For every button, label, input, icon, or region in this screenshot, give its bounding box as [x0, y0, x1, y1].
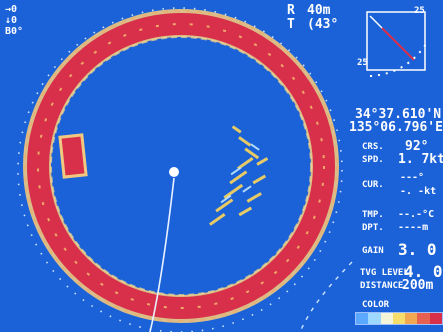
compass-label-top: 25: [414, 6, 425, 16]
color-scale-level-1: [368, 313, 381, 324]
course-label: CRS.: [362, 142, 384, 152]
tilt-compass-icon: [366, 11, 427, 77]
echo-ring-inner-edge: [50, 36, 312, 296]
heading-indicator-line2: ↓0: [5, 15, 18, 26]
speed-label: SPD.: [362, 155, 384, 165]
vessel-track-line: [149, 177, 175, 332]
latitude-readout: 34°37.610'N: [355, 107, 442, 122]
color-scale-level-2: [380, 313, 393, 324]
distance-value: 200m: [402, 278, 434, 293]
depth-value: ----m: [398, 222, 429, 233]
course-value: 92°: [405, 139, 429, 154]
echo-scatter-right-light: [220, 143, 260, 204]
gain-label: GAIN: [362, 246, 384, 256]
echo-ring-texture: [37, 23, 325, 309]
color-label: COLOR: [362, 300, 390, 310]
color-scale-bar: [355, 312, 443, 325]
depth-label: DPT.: [362, 223, 384, 233]
tilt-value: (43°: [307, 17, 339, 32]
color-scale-level-4: [405, 313, 418, 324]
current-label: CUR.: [362, 180, 384, 190]
echo-scatter-right: [209, 125, 269, 226]
tilt-label: T: [287, 17, 295, 32]
color-scale-level-6: [429, 313, 442, 324]
range-value: 40m: [307, 3, 331, 18]
range-label: R: [287, 3, 295, 18]
outer-range-ring: [17, 7, 343, 332]
range-arc-bottom-right: [299, 261, 353, 332]
longitude-readout: 135°06.796'E: [349, 120, 443, 135]
bearing-indicator: B0°: [5, 26, 24, 37]
temperature-value: --.-°C: [398, 209, 435, 220]
temperature-label: TMP.: [362, 210, 384, 220]
speed-value: 1. 7kt: [398, 152, 443, 167]
color-scale-level-5: [417, 313, 430, 324]
color-scale-level-3: [392, 313, 406, 324]
current-speed-value: -. -kt: [400, 186, 437, 197]
tvg-level-label: TVG LEVEL: [360, 268, 409, 278]
tvg-level-value: 4. 0: [404, 262, 443, 281]
echo-target-left: [58, 133, 88, 179]
echo-ring-outer-edge: [24, 10, 338, 322]
heading-indicator-line1: →0: [5, 4, 18, 15]
distance-label: DISTANCE: [360, 281, 404, 291]
current-direction-value: ---°: [400, 172, 425, 183]
gain-value: 3. 0: [398, 240, 437, 259]
compass-label-left: 25: [357, 58, 368, 68]
own-ship-marker: [169, 167, 179, 177]
color-scale-level-0: [356, 313, 369, 324]
